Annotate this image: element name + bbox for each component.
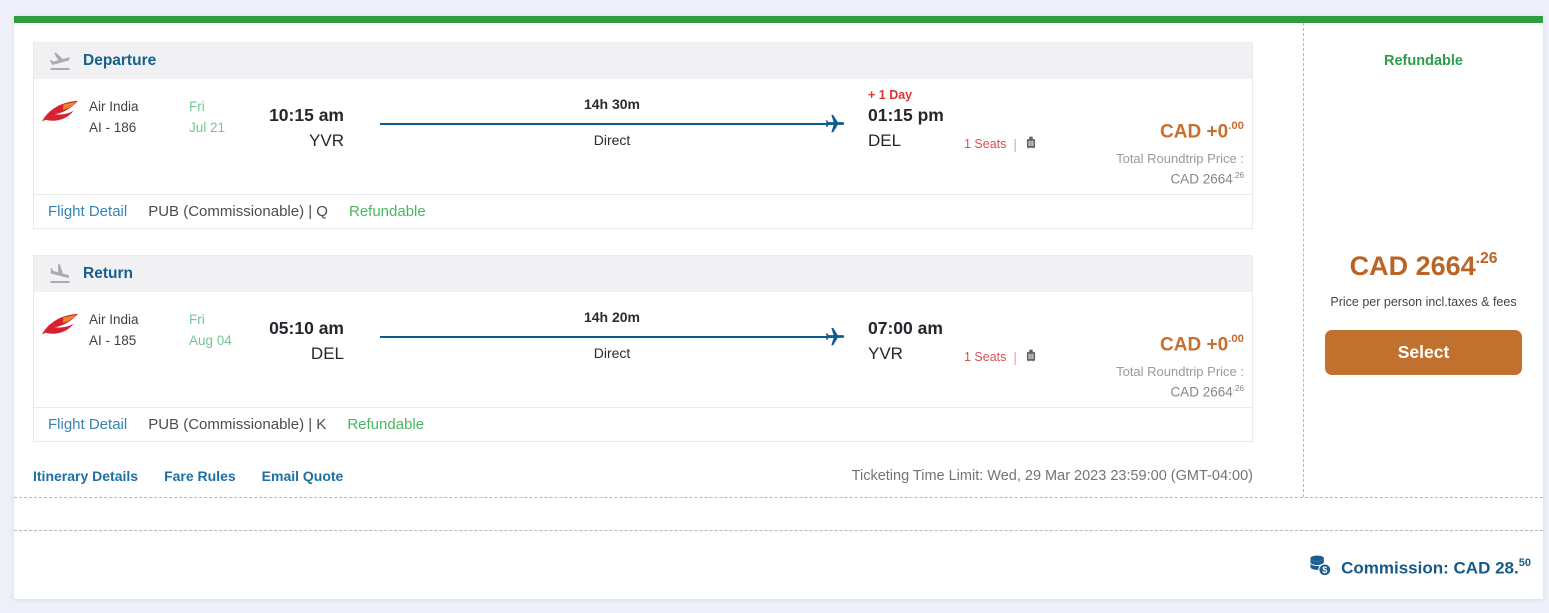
total-price-label: Total Roundtrip Price : <box>1116 151 1244 167</box>
luggage-icon <box>1024 348 1038 366</box>
plus-one-day-note: + 1 Day <box>868 88 913 102</box>
fare-result-card: Departure Air India AI - 186 Fri Jul 21 <box>14 16 1543 599</box>
flight-detail-link[interactable]: Flight Detail <box>48 416 128 433</box>
plane-right-icon <box>824 326 846 353</box>
departure-time-cell: 10:15 am YVR <box>259 87 344 154</box>
seats-cell: 1 Seats | <box>964 135 1059 153</box>
arrival-time-cell: 07:00 am YVR <box>854 300 964 367</box>
segment-title: Departure <box>83 52 157 69</box>
departure-time-cell: 05:10 am DEL <box>259 300 344 367</box>
seats-left: 1 Seats <box>964 137 1007 151</box>
arrival-airport: DEL <box>868 131 902 150</box>
departure-time: 05:10 am <box>269 318 344 338</box>
air-india-logo-icon <box>40 312 80 351</box>
plane-landing-icon <box>48 262 72 286</box>
route-line <box>380 327 845 346</box>
segment-title: Return <box>83 265 133 282</box>
total-price-value: CAD 2664.26 <box>1170 383 1244 400</box>
flight-duration: 14h 20m <box>583 309 641 325</box>
departure-segment: Departure Air India AI - 186 Fri Jul 21 <box>33 42 1253 229</box>
flight-date: Fri Aug 04 <box>189 309 259 351</box>
price-delta: CAD +0.00 <box>1160 119 1244 143</box>
flight-duration: 14h 30m <box>583 96 641 112</box>
day-note-spacer <box>259 87 344 103</box>
arrival-time-cell: + 1 Day 01:15 pm DEL <box>854 87 964 154</box>
total-price-label: Total Roundtrip Price : <box>1116 364 1244 380</box>
departure-time: 10:15 am <box>269 105 344 125</box>
refundable-tag: Refundable <box>347 416 425 433</box>
coins-dollar-icon: $ <box>1309 554 1332 582</box>
flight-number: AI - 185 <box>89 333 137 348</box>
return-footer: Flight Detail PUB (Commissionable) | K R… <box>34 407 1252 441</box>
commission-row: $ Commission: CAD 28.50 <box>1309 554 1531 582</box>
horizontal-divider <box>14 497 1543 498</box>
flight-date-value: Jul 21 <box>189 120 226 135</box>
return-row: Air India AI - 185 Fri Aug 04 05:10 am D… <box>34 292 1252 407</box>
stops-label: Direct <box>593 345 631 361</box>
refundable-badge: Refundable <box>1384 53 1463 69</box>
email-quote-link[interactable]: Email Quote <box>261 468 344 484</box>
horizontal-divider <box>14 530 1543 531</box>
flight-day: Fri <box>189 312 205 327</box>
departure-row: Air India AI - 186 Fri Jul 21 10:15 am Y… <box>34 79 1252 194</box>
airline-name: Air India <box>89 99 139 114</box>
air-india-logo-icon <box>40 99 80 138</box>
departure-airport: DEL <box>310 344 344 363</box>
departure-footer: Flight Detail PUB (Commissionable) | Q R… <box>34 194 1252 228</box>
separator: | <box>1013 136 1018 152</box>
plane-takeoff-icon <box>48 49 72 73</box>
airline-cell: Air India AI - 185 <box>34 300 189 351</box>
price-cell: CAD +0.00 Total Roundtrip Price : CAD 26… <box>1059 300 1252 402</box>
ticketing-time-limit: Ticketing Time Limit: Wed, 29 Mar 2023 2… <box>851 468 1253 484</box>
airline-name: Air India <box>89 312 139 327</box>
stops-label: Direct <box>593 132 631 148</box>
plus-one-day-note <box>868 300 964 316</box>
route-cell: 14h 20m Direct <box>344 300 854 361</box>
seats-left: 1 Seats <box>964 350 1007 364</box>
fare-rules-link[interactable]: Fare Rules <box>164 468 236 484</box>
select-button[interactable]: Select <box>1325 330 1522 375</box>
commission-amount: Commission: CAD 28.50 <box>1341 556 1531 578</box>
refundable-tag: Refundable <box>348 203 426 220</box>
departure-header: Departure <box>34 43 1252 79</box>
arrival-airport: YVR <box>868 344 903 363</box>
flight-date-value: Aug 04 <box>189 333 232 348</box>
airline-cell: Air India AI - 186 <box>34 87 189 138</box>
fare-basis: PUB (Commissionable) | Q <box>148 203 328 220</box>
day-note-spacer <box>259 300 344 316</box>
flight-detail-link[interactable]: Flight Detail <box>48 203 128 220</box>
separator: | <box>1013 349 1018 365</box>
itinerary-area: Departure Air India AI - 186 Fri Jul 21 <box>33 42 1253 484</box>
price-cell: CAD +0.00 Total Roundtrip Price : CAD 26… <box>1059 87 1252 189</box>
luggage-icon <box>1024 135 1038 153</box>
arrival-time: 07:00 am <box>868 318 943 338</box>
card-accent-bar <box>14 16 1543 23</box>
svg-text:$: $ <box>1322 565 1327 575</box>
vertical-divider <box>1303 23 1304 497</box>
return-segment: Return Air India AI - 185 Fri Aug 04 <box>33 255 1253 442</box>
flight-number: AI - 186 <box>89 120 137 135</box>
arrival-time: 01:15 pm <box>868 105 944 125</box>
fare-basis: PUB (Commissionable) | K <box>148 416 327 433</box>
price-delta: CAD +0.00 <box>1160 332 1244 356</box>
fare-note: Price per person incl.taxes & fees <box>1330 295 1517 309</box>
return-header: Return <box>34 256 1252 292</box>
seats-cell: 1 Seats | <box>964 348 1059 366</box>
route-line <box>380 114 845 133</box>
flight-date: Fri Jul 21 <box>189 96 259 138</box>
plane-right-icon <box>824 113 846 140</box>
itinerary-details-link[interactable]: Itinerary Details <box>33 468 139 484</box>
total-price-value: CAD 2664.26 <box>1170 170 1244 187</box>
flight-day: Fri <box>189 99 205 114</box>
route-cell: 14h 30m Direct <box>344 87 854 148</box>
total-fare: CAD 2664.26 <box>1349 249 1498 281</box>
actions-row: Itinerary Details Fare Rules Email Quote… <box>33 468 1253 484</box>
departure-airport: YVR <box>309 131 344 150</box>
price-panel: Refundable CAD 2664.26 Price per person … <box>1304 23 1543 497</box>
